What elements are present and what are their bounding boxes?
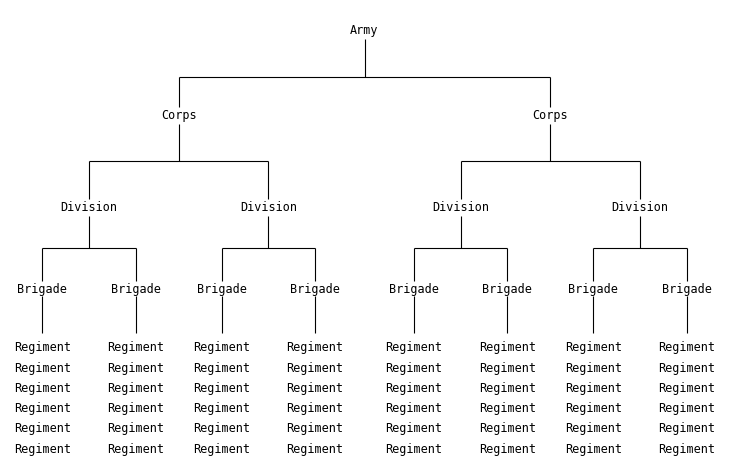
- Text: Regiment: Regiment: [386, 422, 443, 436]
- Text: Regiment: Regiment: [14, 382, 71, 395]
- Text: Division: Division: [432, 201, 489, 214]
- Text: Regiment: Regiment: [193, 362, 250, 375]
- Text: Regiment: Regiment: [14, 443, 71, 456]
- Text: Army: Army: [350, 24, 379, 37]
- Text: Division: Division: [612, 201, 668, 214]
- Text: Corps: Corps: [533, 109, 568, 122]
- Text: Regiment: Regiment: [193, 402, 250, 415]
- Text: Regiment: Regiment: [658, 362, 715, 375]
- Text: Regiment: Regiment: [386, 443, 443, 456]
- Text: Division: Division: [61, 201, 117, 214]
- Text: Brigade: Brigade: [389, 283, 439, 296]
- Text: Regiment: Regiment: [658, 341, 715, 355]
- Text: Brigade: Brigade: [290, 283, 340, 296]
- Text: Regiment: Regiment: [479, 362, 536, 375]
- Text: Regiment: Regiment: [14, 341, 71, 355]
- Text: Corps: Corps: [161, 109, 196, 122]
- Text: Regiment: Regiment: [386, 341, 443, 355]
- Text: Regiment: Regiment: [193, 422, 250, 436]
- Text: Regiment: Regiment: [565, 362, 622, 375]
- Text: Brigade: Brigade: [662, 283, 712, 296]
- Text: Regiment: Regiment: [479, 402, 536, 415]
- Text: Brigade: Brigade: [483, 283, 532, 296]
- Text: Regiment: Regiment: [479, 422, 536, 436]
- Text: Regiment: Regiment: [107, 443, 164, 456]
- Text: Brigade: Brigade: [17, 283, 67, 296]
- Text: Regiment: Regiment: [14, 422, 71, 436]
- Text: Brigade: Brigade: [569, 283, 618, 296]
- Text: Regiment: Regiment: [479, 382, 536, 395]
- Text: Regiment: Regiment: [658, 382, 715, 395]
- Text: Regiment: Regiment: [286, 382, 343, 395]
- Text: Regiment: Regiment: [386, 402, 443, 415]
- Text: Regiment: Regiment: [565, 341, 622, 355]
- Text: Regiment: Regiment: [565, 443, 622, 456]
- Text: Regiment: Regiment: [14, 402, 71, 415]
- Text: Regiment: Regiment: [107, 341, 164, 355]
- Text: Regiment: Regiment: [565, 422, 622, 436]
- Text: Division: Division: [240, 201, 297, 214]
- Text: Regiment: Regiment: [193, 382, 250, 395]
- Text: Regiment: Regiment: [658, 422, 715, 436]
- Text: Regiment: Regiment: [286, 402, 343, 415]
- Text: Regiment: Regiment: [479, 443, 536, 456]
- Text: Regiment: Regiment: [386, 382, 443, 395]
- Text: Regiment: Regiment: [286, 362, 343, 375]
- Text: Regiment: Regiment: [193, 341, 250, 355]
- Text: Regiment: Regiment: [658, 402, 715, 415]
- Text: Regiment: Regiment: [107, 422, 164, 436]
- Text: Regiment: Regiment: [193, 443, 250, 456]
- Text: Brigade: Brigade: [111, 283, 160, 296]
- Text: Regiment: Regiment: [107, 362, 164, 375]
- Text: Regiment: Regiment: [107, 382, 164, 395]
- Text: Regiment: Regiment: [658, 443, 715, 456]
- Text: Regiment: Regiment: [286, 443, 343, 456]
- Text: Regiment: Regiment: [14, 362, 71, 375]
- Text: Regiment: Regiment: [479, 341, 536, 355]
- Text: Regiment: Regiment: [286, 422, 343, 436]
- Text: Brigade: Brigade: [197, 283, 246, 296]
- Text: Regiment: Regiment: [107, 402, 164, 415]
- Text: Regiment: Regiment: [286, 341, 343, 355]
- Text: Regiment: Regiment: [386, 362, 443, 375]
- Text: Regiment: Regiment: [565, 402, 622, 415]
- Text: Regiment: Regiment: [565, 382, 622, 395]
